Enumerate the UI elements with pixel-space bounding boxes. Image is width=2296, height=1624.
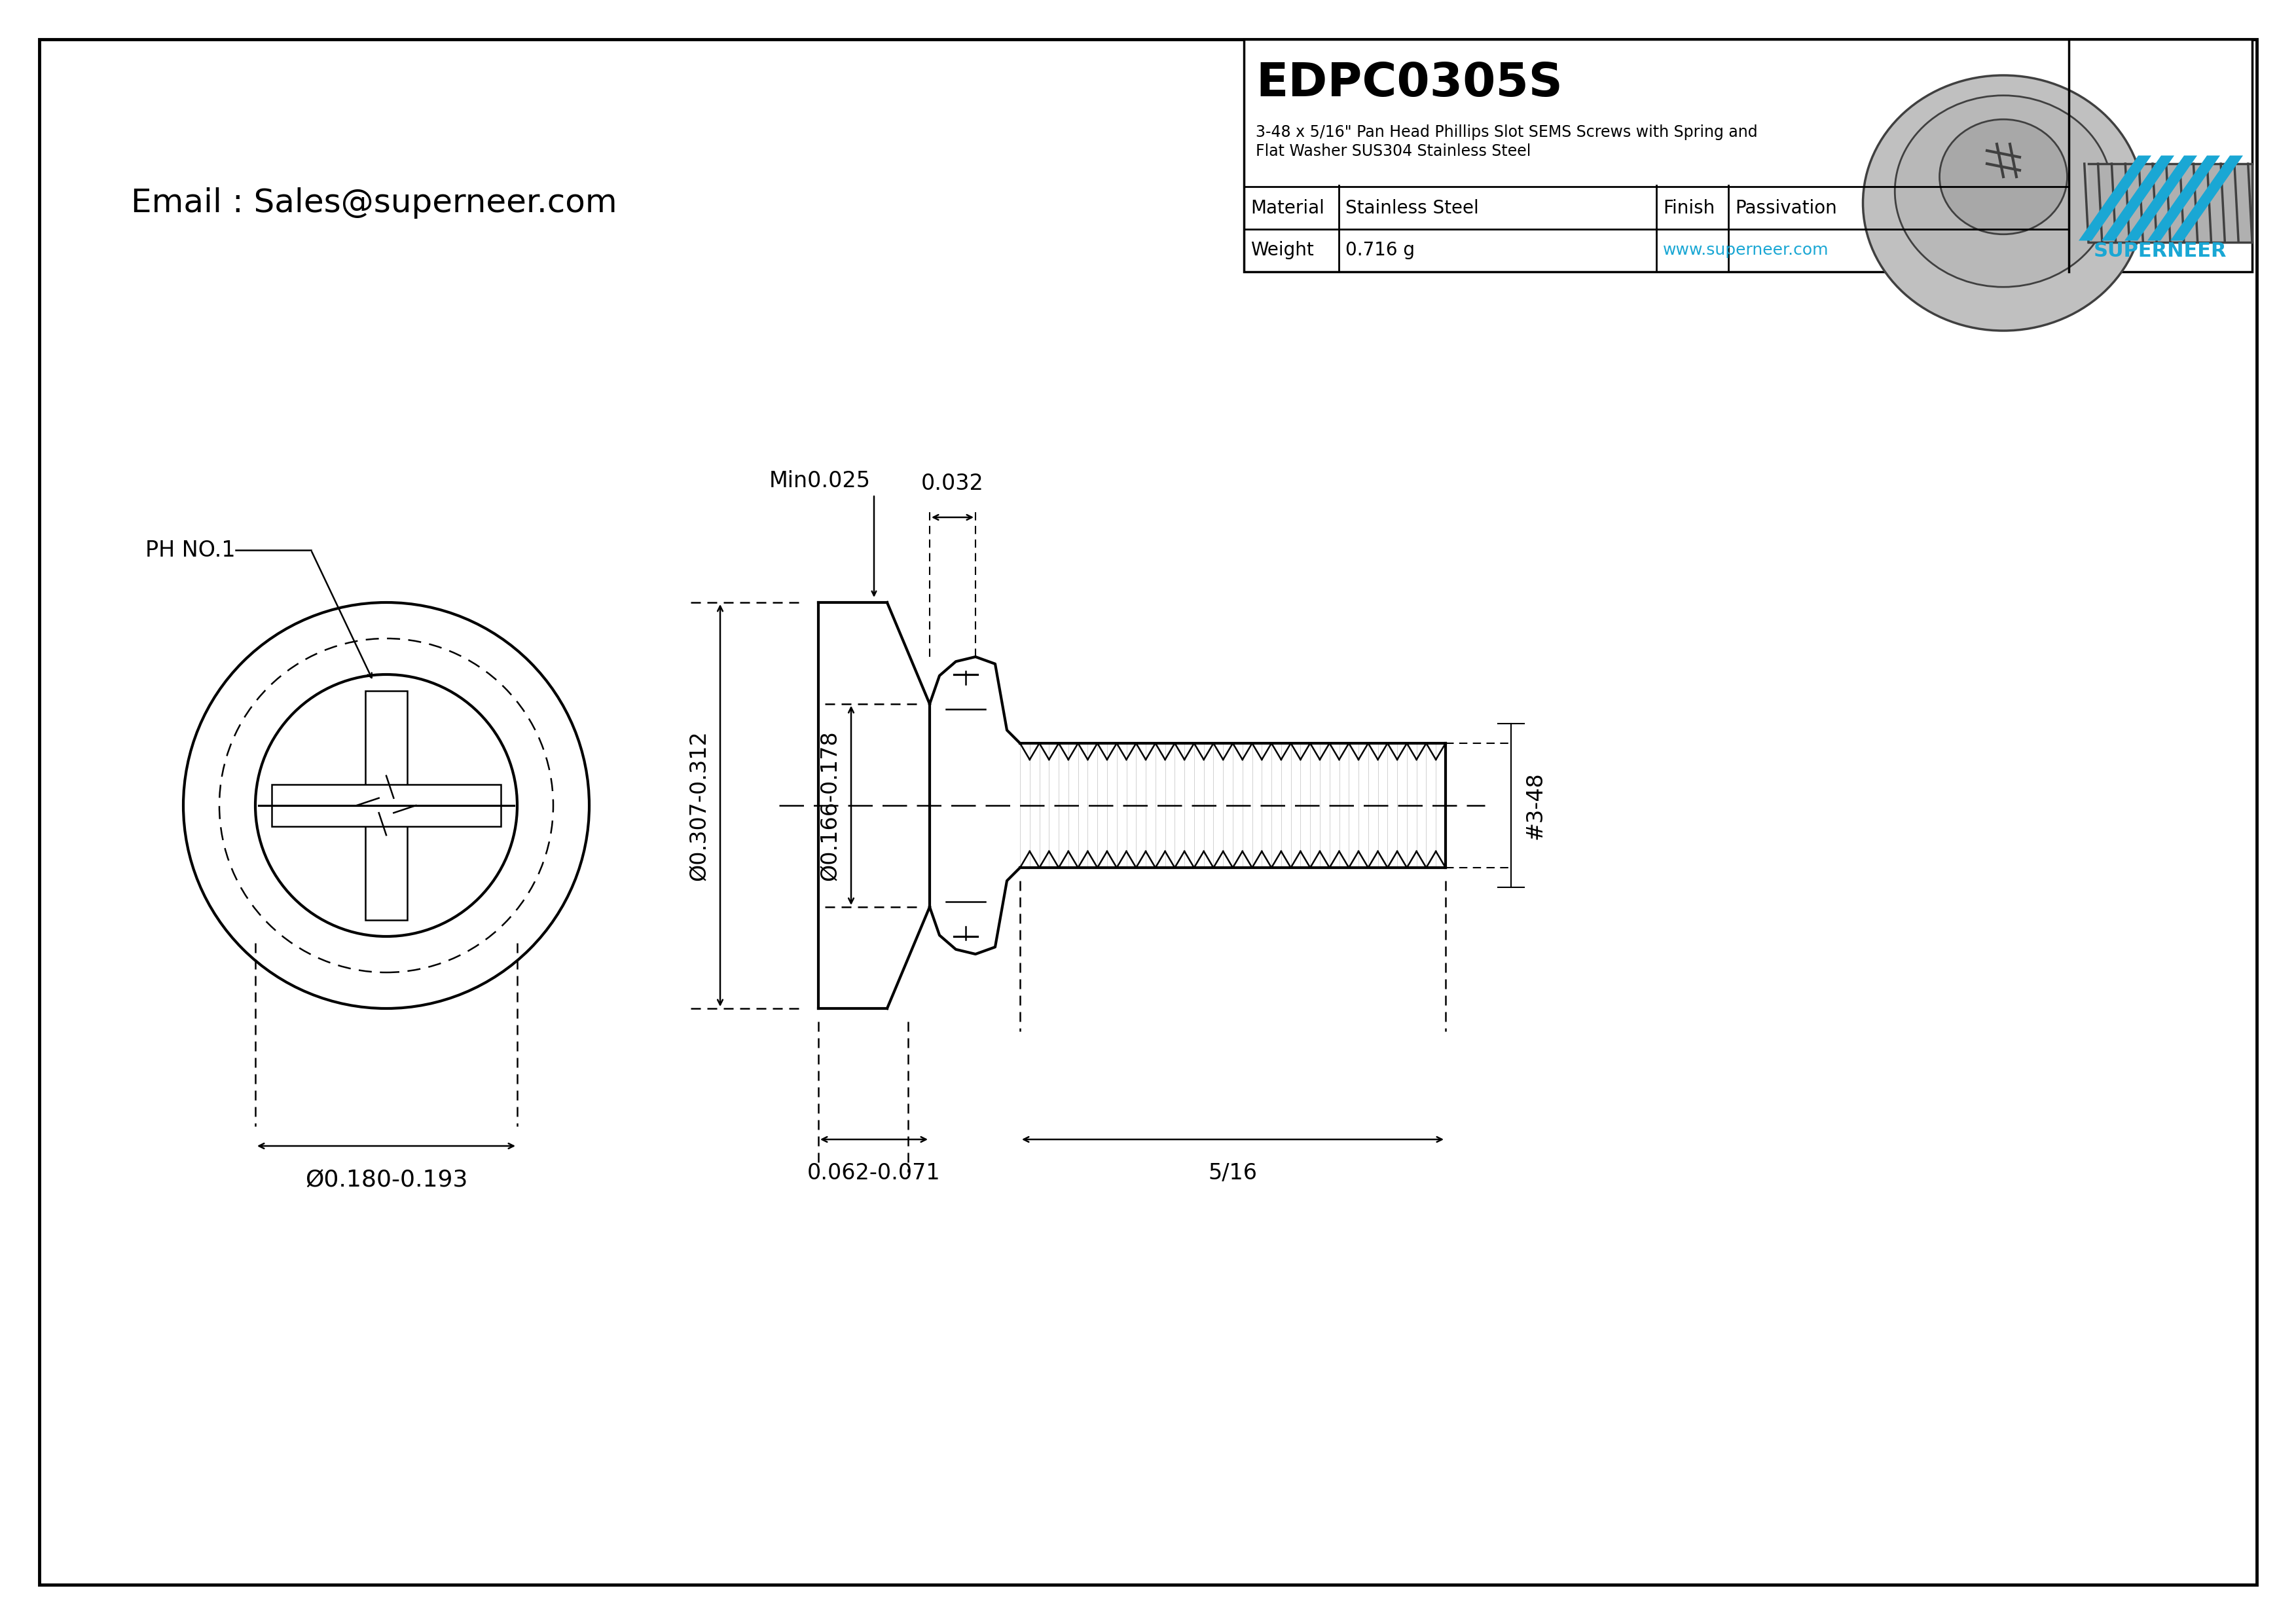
- Polygon shape: [2170, 156, 2243, 240]
- Text: #3-48: #3-48: [1525, 771, 1545, 840]
- Text: 0.716 g: 0.716 g: [1345, 242, 1414, 260]
- Text: Weight: Weight: [1251, 242, 1313, 260]
- Text: EDPC0305S: EDPC0305S: [1256, 60, 1564, 106]
- Bar: [1244, 39, 2252, 271]
- Text: Passivation: Passivation: [1736, 198, 1837, 218]
- Text: Ø0.180-0.193: Ø0.180-0.193: [305, 1169, 468, 1190]
- Ellipse shape: [1894, 96, 2112, 287]
- Bar: [2089, 164, 2252, 242]
- Polygon shape: [365, 690, 406, 921]
- Text: Min0.025: Min0.025: [769, 471, 870, 492]
- Text: Finish: Finish: [1662, 198, 1715, 218]
- Text: 0.062-0.071: 0.062-0.071: [808, 1163, 941, 1184]
- Text: Flat Washer SUS304 Stainless Steel: Flat Washer SUS304 Stainless Steel: [1256, 143, 1531, 159]
- Text: 0.032: 0.032: [921, 473, 985, 494]
- Text: SUPERNEER: SUPERNEER: [2094, 242, 2227, 260]
- Polygon shape: [271, 784, 501, 827]
- Text: Stainless Steel: Stainless Steel: [1345, 198, 1479, 218]
- Polygon shape: [2147, 156, 2220, 240]
- Polygon shape: [2124, 156, 2197, 240]
- Text: 5/16: 5/16: [1208, 1163, 1258, 1184]
- Polygon shape: [2101, 156, 2174, 240]
- Text: Ø0.166-0.178: Ø0.166-0.178: [820, 731, 840, 880]
- Text: Material: Material: [1251, 198, 1325, 218]
- Text: Email : Sales@superneer.com: Email : Sales@superneer.com: [131, 187, 618, 219]
- Ellipse shape: [1862, 75, 2144, 331]
- Ellipse shape: [1940, 119, 2066, 234]
- Text: www.superneer.com: www.superneer.com: [1662, 242, 1830, 258]
- Text: 3-48 x 5/16" Pan Head Phillips Slot SEMS Screws with Spring and: 3-48 x 5/16" Pan Head Phillips Slot SEMS…: [1256, 125, 1759, 140]
- Text: Ø0.307-0.312: Ø0.307-0.312: [689, 731, 709, 880]
- Polygon shape: [2078, 156, 2151, 240]
- Text: PH NO.1: PH NO.1: [145, 539, 236, 560]
